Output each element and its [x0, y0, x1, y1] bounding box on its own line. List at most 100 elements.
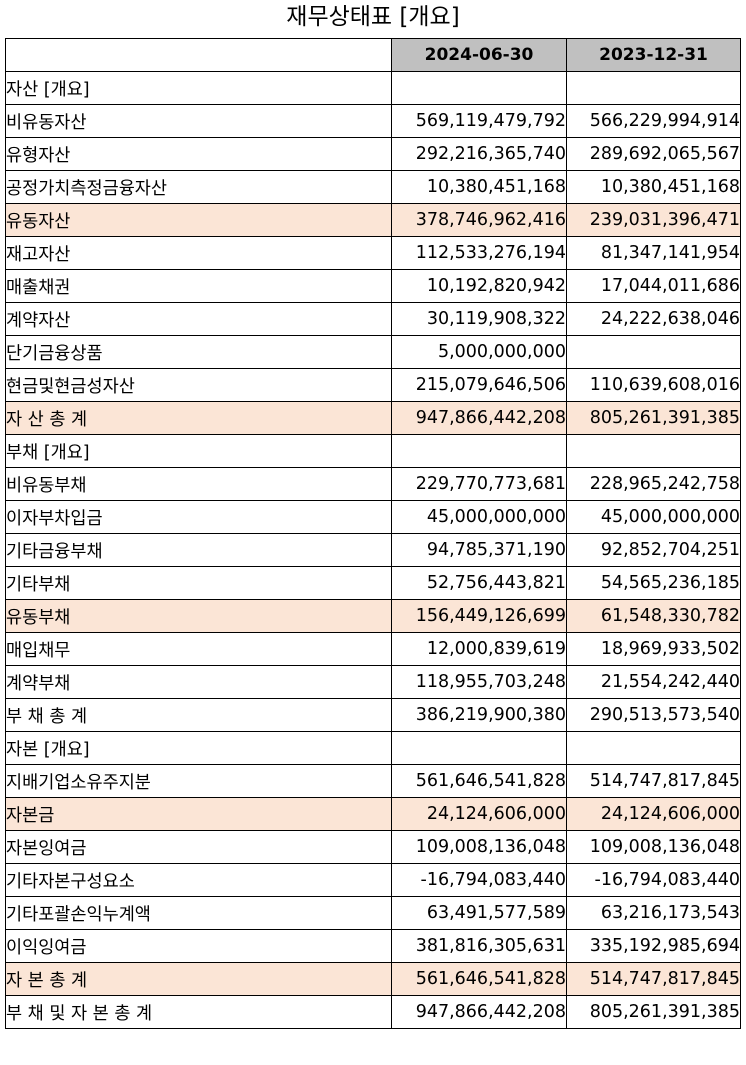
value-previous: 805,261,391,385: [566, 401, 741, 435]
row-label: 자본 [개요]: [5, 731, 392, 765]
header-period-current: 2024-06-30: [391, 38, 567, 72]
row-label: 비유동부채: [5, 467, 392, 501]
table-row: 현금및현금성자산 215,079,646,506 110,639,608,016: [5, 368, 741, 402]
value-current: 947,866,442,208: [391, 995, 567, 1029]
value-previous: 17,044,011,686: [566, 269, 741, 303]
table-row: 유형자산 292,216,365,740 289,692,065,567: [5, 137, 741, 171]
row-label: 지배기업소유주지분: [5, 764, 392, 798]
value-previous: 61,548,330,782: [566, 599, 741, 633]
row-label: 재고자산: [5, 236, 392, 270]
value-current: 215,079,646,506: [391, 368, 567, 402]
row-label: 자본금: [5, 797, 392, 831]
value-previous: 21,554,242,440: [566, 665, 741, 699]
row-label: 매출채권: [5, 269, 392, 303]
table-body: 자산 [개요] 비유동자산 569,119,479,792 566,229,994,9…: [5, 71, 741, 1029]
row-label: 비유동자산: [5, 104, 392, 138]
value-current: 5,000,000,000: [391, 335, 567, 369]
table-row: 자본 [개요]: [5, 731, 741, 765]
value-previous: 18,969,933,502: [566, 632, 741, 666]
row-label: 매입채무: [5, 632, 392, 666]
value-previous: 63,216,173,543: [566, 896, 741, 930]
value-current: 561,646,541,828: [391, 764, 567, 798]
value-current: 378,746,962,416: [391, 203, 567, 237]
table-row: 자 본 총 계 561,646,541,828 514,747,817,845: [5, 962, 741, 996]
table-row: 단기금융상품 5,000,000,000: [5, 335, 741, 369]
table-row: 유동부채 156,449,126,699 61,548,330,782: [5, 599, 741, 633]
value-current: 109,008,136,048: [391, 830, 567, 864]
value-current: 292,216,365,740: [391, 137, 567, 171]
value-previous: 81,347,141,954: [566, 236, 741, 270]
table-row: 매출채권 10,192,820,942 17,044,011,686: [5, 269, 741, 303]
table-row: 비유동부채 229,770,773,681 228,965,242,758: [5, 467, 741, 501]
table-row: 자본잉여금 109,008,136,048 109,008,136,048: [5, 830, 741, 864]
value-current: 94,785,371,190: [391, 533, 567, 567]
value-current: [391, 71, 567, 105]
value-previous: 92,852,704,251: [566, 533, 741, 567]
value-current: -16,794,083,440: [391, 863, 567, 897]
row-label: 현금및현금성자산: [5, 368, 392, 402]
row-label: 부 채 및 자 본 총 계: [5, 995, 392, 1029]
value-current: 30,119,908,322: [391, 302, 567, 336]
value-current: 561,646,541,828: [391, 962, 567, 996]
row-label: 유형자산: [5, 137, 392, 171]
value-previous: 110,639,608,016: [566, 368, 741, 402]
table-row: 자 산 총 계 947,866,442,208 805,261,391,385: [5, 401, 741, 435]
row-label: 자본잉여금: [5, 830, 392, 864]
table-row: 기타자본구성요소 -16,794,083,440 -16,794,083,440: [5, 863, 741, 897]
table-row: 부 채 총 계 386,219,900,380 290,513,573,540: [5, 698, 741, 732]
row-label: 자산 [개요]: [5, 71, 392, 105]
value-previous: 24,222,638,046: [566, 302, 741, 336]
table-row: 자본금 24,124,606,000 24,124,606,000: [5, 797, 741, 831]
table-row: 기타금융부채 94,785,371,190 92,852,704,251: [5, 533, 741, 567]
value-current: 381,816,305,631: [391, 929, 567, 963]
table-row: 계약부채 118,955,703,248 21,554,242,440: [5, 665, 741, 699]
table-row: 공정가치측정금융자산 10,380,451,168 10,380,451,168: [5, 170, 741, 204]
table-row: 이익잉여금 381,816,305,631 335,192,985,694: [5, 929, 741, 963]
row-label: 이익잉여금: [5, 929, 392, 963]
value-current: 229,770,773,681: [391, 467, 567, 501]
value-previous: 289,692,065,567: [566, 137, 741, 171]
row-label: 부 채 총 계: [5, 698, 392, 732]
value-previous: [566, 434, 741, 468]
row-label: 계약자산: [5, 302, 392, 336]
value-current: 947,866,442,208: [391, 401, 567, 435]
row-label: 자 산 총 계: [5, 401, 392, 435]
table-row: 기타부채 52,756,443,821 54,565,236,185: [5, 566, 741, 600]
table-row: 지배기업소유주지분 561,646,541,828 514,747,817,845: [5, 764, 741, 798]
value-previous: 514,747,817,845: [566, 764, 741, 798]
value-current: 112,533,276,194: [391, 236, 567, 270]
table-row: 기타포괄손익누계액 63,491,577,589 63,216,173,543: [5, 896, 741, 930]
value-previous: 24,124,606,000: [566, 797, 741, 831]
value-current: 569,119,479,792: [391, 104, 567, 138]
value-previous: 239,031,396,471: [566, 203, 741, 237]
row-label: 유동부채: [5, 599, 392, 633]
value-previous: 45,000,000,000: [566, 500, 741, 534]
table-row: 자산 [개요]: [5, 71, 741, 105]
value-previous: 566,229,994,914: [566, 104, 741, 138]
value-current: 52,756,443,821: [391, 566, 567, 600]
table-row: 유동자산 378,746,962,416 239,031,396,471: [5, 203, 741, 237]
row-label: 기타포괄손익누계액: [5, 896, 392, 930]
row-label: 단기금융상품: [5, 335, 392, 369]
balance-sheet-table: 2024-06-30 2023-12-31 자산 [개요] 비유동자산 569,11…: [5, 38, 741, 1029]
value-previous: 228,965,242,758: [566, 467, 741, 501]
table-row: 부 채 및 자 본 총 계 947,866,442,208 805,261,391,…: [5, 995, 741, 1029]
value-previous: 335,192,985,694: [566, 929, 741, 963]
value-current: [391, 434, 567, 468]
value-previous: -16,794,083,440: [566, 863, 741, 897]
value-previous: [566, 731, 741, 765]
table-row: 비유동자산 569,119,479,792 566,229,994,914: [5, 104, 741, 138]
table-header-row: 2024-06-30 2023-12-31: [5, 38, 741, 72]
value-previous: [566, 335, 741, 369]
page-title: 재무상태표 [개요]: [286, 4, 460, 30]
row-label: 기타자본구성요소: [5, 863, 392, 897]
value-previous: 10,380,451,168: [566, 170, 741, 204]
header-label-cell: [5, 38, 392, 72]
table-row: 부채 [개요]: [5, 434, 741, 468]
row-label: 자 본 총 계: [5, 962, 392, 996]
value-current: 45,000,000,000: [391, 500, 567, 534]
value-current: 156,449,126,699: [391, 599, 567, 633]
value-current: 386,219,900,380: [391, 698, 567, 732]
value-previous: 805,261,391,385: [566, 995, 741, 1029]
value-current: 118,955,703,248: [391, 665, 567, 699]
